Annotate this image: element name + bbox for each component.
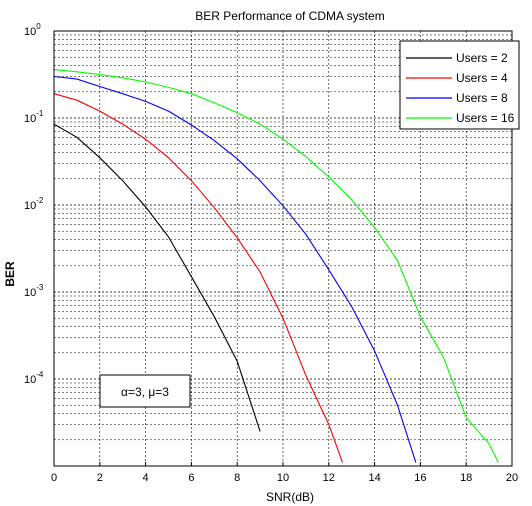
y-tick-base: 10 bbox=[24, 26, 36, 38]
x-tick-label: 10 bbox=[277, 472, 289, 484]
x-tick-label: 20 bbox=[506, 472, 518, 484]
annotation-box bbox=[99, 374, 191, 408]
y-tick-exponent: -3 bbox=[36, 283, 44, 292]
y-tick-base: 10 bbox=[24, 200, 36, 212]
y-tick-exponent: -2 bbox=[36, 196, 44, 205]
legend-label: Users = 2 bbox=[456, 51, 508, 65]
series-lines bbox=[53, 69, 499, 463]
y-tick-base: 10 bbox=[24, 113, 36, 125]
legend-label: Users = 16 bbox=[456, 111, 515, 125]
x-axis-label: SNR(dB) bbox=[266, 490, 314, 504]
x-tick-label: 4 bbox=[143, 472, 149, 484]
y-tick-exponent: 0 bbox=[36, 22, 41, 31]
series-line-3 bbox=[53, 75, 417, 463]
series-line-2 bbox=[53, 93, 344, 463]
chart-title: BER Performance of CDMA system bbox=[195, 9, 384, 23]
x-tick-label: 16 bbox=[414, 472, 426, 484]
y-tick-exponent: -1 bbox=[36, 109, 44, 118]
y-tick-label: 10-3 bbox=[24, 283, 44, 299]
series-line-1 bbox=[53, 123, 261, 432]
y-tick-label: 10-1 bbox=[24, 109, 44, 125]
annotation-text: α=3, μ=3 bbox=[121, 385, 169, 399]
x-tick-label: 12 bbox=[323, 472, 335, 484]
legend: Users = 2 Users = 4 Users = 8 Users = 16 bbox=[399, 40, 520, 130]
x-tick-label: 6 bbox=[188, 472, 194, 484]
legend-label: Users = 4 bbox=[456, 71, 508, 85]
series-line-4 bbox=[53, 69, 499, 463]
x-tick-label: 8 bbox=[234, 472, 240, 484]
x-tick-label: 18 bbox=[460, 472, 472, 484]
annotation: α=3, μ=3 bbox=[99, 374, 191, 408]
y-axis-label: BER bbox=[3, 261, 17, 287]
y-tick-exponent: -4 bbox=[36, 370, 44, 379]
y-tick-base: 10 bbox=[24, 287, 36, 299]
x-tick-label: 14 bbox=[368, 472, 380, 484]
y-tick-label: 10-4 bbox=[24, 370, 44, 386]
y-tick-label: 100 bbox=[24, 22, 41, 38]
x-axis-ticks: 0 2 4 6 8 10 12 14 16 18 20 bbox=[51, 462, 518, 484]
legend-box bbox=[399, 40, 520, 130]
y-tick-base: 10 bbox=[24, 374, 36, 386]
legend-label: Users = 8 bbox=[456, 91, 508, 105]
y-tick-label: 10-2 bbox=[24, 196, 44, 212]
x-tick-label: 0 bbox=[51, 472, 57, 484]
x-tick-label: 2 bbox=[97, 472, 103, 484]
